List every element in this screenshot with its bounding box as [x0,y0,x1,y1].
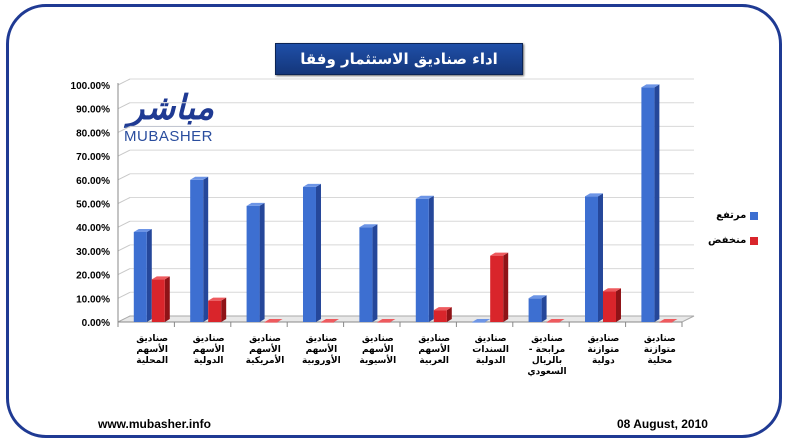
grid-line-depth [117,173,131,181]
bar-up [133,228,152,322]
grid-line-depth [117,197,131,204]
category-label: صناديق مرابحة - بالريال السعودي [519,334,575,378]
category-label: صناديق السندات الدولية [463,334,519,367]
bar-down [602,288,621,322]
grid-line-depth [117,78,131,86]
legend-swatch-up [750,211,759,220]
y-tick-label: 20.00% [76,271,110,282]
legend-item-up: مرتفع [708,210,759,221]
chart-title: اداء صناديق الاستثمار وفقا لفئتها [275,43,523,98]
grid-line-depth [117,220,131,228]
footer-url: www.mubasher.info [98,417,211,431]
bar-up [472,319,491,323]
category-label: صناديق الأسهم الدولية [181,334,237,367]
category-label-line: المحلية [136,356,169,366]
category-label-line: صناديق [305,334,338,344]
category-label: صناديق متوازنة دولية [575,334,631,367]
category-label: صناديق الأسهم الأوروبية [293,334,349,367]
y-tick-label: 90.00% [76,105,110,116]
bar-up [415,195,434,322]
legend-item-down: منخفض [708,235,759,246]
category-label-line: صناديق [474,334,507,344]
bar-down [264,319,283,323]
category-label-line: صناديق [418,334,451,344]
bar-down [208,297,227,322]
category-label-line: صناديق [192,334,225,344]
bar-down [320,319,339,323]
grid-line-depth [117,125,131,133]
bar-down [151,276,170,322]
category-label-line: مرابحة - [528,345,566,355]
legend-label-up: مرتفع [716,210,747,221]
category-label-line: صناديق [531,334,563,344]
category-label: صناديق الأسهم المحلية [124,334,180,367]
bar-down [490,252,509,322]
grid-line-depth [117,102,131,110]
category-label-line: الأسيوية [359,356,397,366]
category-label-line: الأسهم الدولية [192,345,225,366]
bar-down [377,319,396,323]
category-label-line: صناديق [361,334,394,344]
category-label-line: صناديق [643,334,676,344]
category-label-line: متوازنة دولية [587,345,620,366]
bar-up [584,193,603,322]
grid-line-depth [117,291,131,299]
category-label-line: متوازنة محلية [643,345,676,366]
bar-up [641,84,660,323]
y-tick-label: 30.00% [76,247,110,258]
category-label: صناديق الأسهم الأمريكية [237,334,293,367]
category-label-line: الأسهم [361,345,394,355]
bar-up [528,295,547,322]
y-tick-label: 100.00% [71,81,111,92]
category-label-line: صناديق [587,334,620,344]
y-tick-label: 40.00% [76,223,110,234]
y-tick-label: 10.00% [76,294,110,305]
logo-latin: MUBASHER [124,128,214,145]
category-label-line: السندات [472,345,509,355]
category-label-line: السعودي [527,367,567,377]
bar-up [246,202,265,322]
legend: مرتفع منخفض [708,210,759,260]
legend-label-down: منخفض [708,235,747,246]
category-label-line: الدولية [475,356,506,366]
y-tick-label: 50.00% [76,200,110,211]
category-label-line: الأسهم [136,345,168,355]
y-tick-label: 70.00% [76,152,110,163]
grid-line-depth [117,268,131,276]
bar-down [659,319,678,323]
category-label-line: صناديق [249,334,281,344]
category-label-line: بالريال [531,356,563,366]
bar-down [433,307,452,322]
bar-up [190,176,209,322]
category-label-line: الأسهم [305,345,338,355]
category-label: صناديق متوازنة محلية [632,334,688,367]
logo-arabic: مباشر [128,88,215,128]
category-label-line: الأوروبية [302,356,341,366]
footer-date: 08 August, 2010 [617,417,708,431]
category-label-line: صناديق [136,334,169,344]
bar-up [302,183,321,322]
y-tick-label: 0.00% [82,318,110,329]
bar-up [359,224,378,322]
legend-swatch-down [750,236,759,245]
grid-line-depth [117,149,131,157]
y-tick-label: 80.00% [76,128,110,139]
category-label-line: الأمريكية [245,356,285,366]
category-label-line: الأسهم العربية [418,345,450,366]
y-tick-label: 60.00% [76,176,110,187]
category-label-line: الأسهم [249,345,281,355]
category-label: صناديق الأسهم العربية [406,334,462,367]
grid-line-depth [117,244,131,252]
category-label: صناديق الأسهم الأسيوية [350,334,406,367]
bar-down [546,319,565,323]
